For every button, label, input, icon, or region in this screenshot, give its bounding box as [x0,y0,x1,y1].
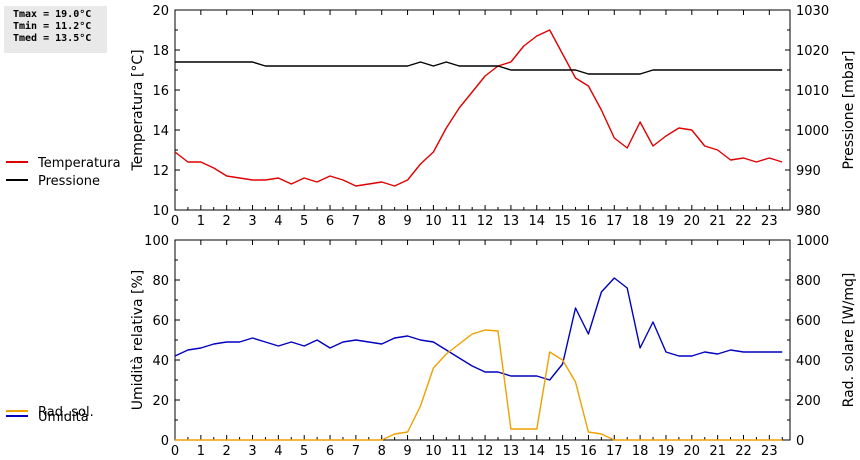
x-tick-label: 3 [248,214,256,229]
x-tick-label: 17 [606,444,623,459]
x-tick-label: 5 [300,444,308,459]
stats-box: Tmax = 19.0°C Tmin = 11.2°C Tmed = 13.5°… [4,6,107,53]
x-tick-label: 14 [528,444,545,459]
series-line-2-2 [175,329,783,441]
y2-tick-label: 600 [796,314,821,329]
x-tick-label: 7 [352,214,360,229]
y2-tick-label: 200 [796,394,821,409]
x-tick-label: 6 [326,444,334,459]
y-tick-label: 0 [161,434,169,449]
x-tick-label: 22 [735,214,752,229]
y2-tick-label: 1000 [796,234,829,249]
y2-axis-label: Pressione [mbar] [841,50,857,169]
x-tick-label: 3 [248,444,256,459]
legend-label: Pressione [38,174,100,189]
legend-label: Rad. sol. [38,405,94,420]
x-tick-label: 10 [425,214,442,229]
x-tick-label: 13 [503,214,520,229]
plot-frame [174,239,791,441]
x-tick-label: 18 [632,444,649,459]
x-tick-label: 18 [632,214,649,229]
x-tick-label: 1 [197,214,205,229]
x-tick-label: 5 [300,214,308,229]
y2-tick-label: 800 [796,274,821,289]
x-tick-label: 16 [580,214,597,229]
y-tick-label: 14 [152,124,169,139]
y-tick-label: 12 [152,164,169,179]
x-tick-label: 22 [735,444,752,459]
x-tick-label: 11 [451,214,468,229]
y2-tick-label: 0 [796,434,804,449]
x-tick-label: 21 [709,214,726,229]
x-tick-label: 0 [171,444,179,459]
x-tick-label: 2 [223,214,231,229]
stats-tmed: Tmed = 13.5°C [13,33,92,44]
x-tick-label: 8 [378,444,386,459]
x-tick-label: 9 [403,214,411,229]
legend-label: Temperatura [37,156,121,171]
x-tick-label: 15 [554,444,571,459]
y2-tick-label: 990 [796,164,821,179]
y-tick-label: 80 [152,274,169,289]
x-tick-label: 23 [761,444,778,459]
x-tick-label: 9 [403,444,411,459]
y2-tick-label: 1020 [796,44,829,59]
y-axis-label: Umidità relativa [%] [130,270,146,411]
x-tick-label: 11 [451,444,468,459]
x-tick-label: 19 [658,444,675,459]
y2-tick-label: 1010 [796,84,829,99]
x-tick-label: 13 [503,444,520,459]
series-line-2-1 [174,277,783,381]
x-tick-label: 15 [554,214,571,229]
y-tick-label: 20 [152,394,169,409]
x-tick-label: 6 [326,214,334,229]
y-tick-label: 60 [152,314,169,329]
y2-tick-label: 1030 [796,4,829,19]
x-tick-label: 20 [684,214,701,229]
y2-axis-label: Rad. solare [W/mq] [841,273,857,408]
x-tick-label: 20 [684,444,701,459]
x-tick-label: 10 [425,444,442,459]
series-line-1-2 [175,61,783,75]
x-tick-label: 8 [378,214,386,229]
y-tick-label: 20 [152,4,169,19]
x-tick-label: 7 [352,444,360,459]
legend-label: Umidità [38,410,89,425]
stats-tmax: Tmax = 19.0°C [13,9,92,20]
y-tick-label: 10 [152,204,169,219]
x-tick-label: 0 [171,214,179,229]
y-axis-label: Temperatura [°C] [130,49,146,171]
series-line-1-1 [174,29,783,187]
y-tick-label: 18 [152,44,169,59]
y2-tick-label: 400 [796,354,821,369]
x-tick-label: 21 [709,444,726,459]
x-tick-label: 23 [761,214,778,229]
y-tick-label: 16 [152,84,169,99]
y-tick-label: 40 [152,354,169,369]
x-tick-label: 2 [223,444,231,459]
x-tick-label: 4 [274,444,282,459]
x-tick-label: 1 [197,444,205,459]
x-tick-label: 14 [528,214,545,229]
y2-tick-label: 1000 [796,124,829,139]
x-tick-label: 12 [477,214,494,229]
y2-tick-label: 980 [796,204,821,219]
x-tick-label: 19 [658,214,675,229]
stats-tmin: Tmin = 11.2°C [13,21,92,32]
x-tick-label: 4 [274,214,282,229]
x-tick-label: 16 [580,444,597,459]
x-tick-label: 12 [477,444,494,459]
x-tick-label: 17 [606,214,623,229]
y-tick-label: 100 [144,234,169,249]
